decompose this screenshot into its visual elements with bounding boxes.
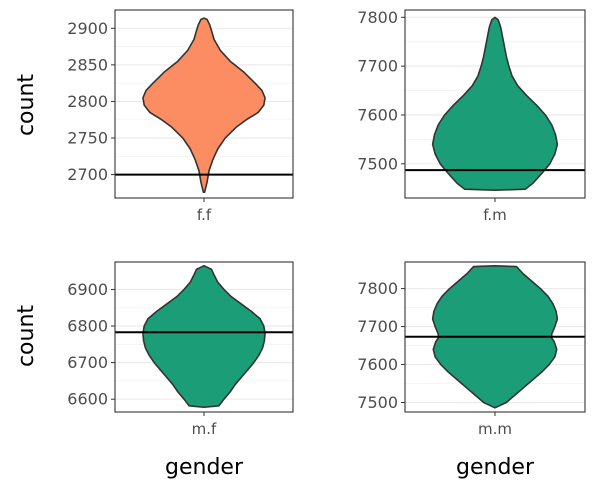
violin-f.f <box>142 17 266 193</box>
violin-m.f <box>142 264 266 409</box>
x-axis-title-right: gender <box>456 455 535 480</box>
y-tick-label: 7600 <box>357 355 398 374</box>
y-tick-label: 7500 <box>357 154 398 173</box>
y-tick-label: 6800 <box>67 317 108 336</box>
y-tick-label: 2800 <box>67 92 108 111</box>
y-tick-label: 7500 <box>357 393 398 412</box>
facet-panel-f.f: 2700 2750 2800 2850 2900 f.f <box>67 9 294 224</box>
y-tick-label: 2700 <box>67 165 108 184</box>
y-axis-title-top: count <box>14 74 39 136</box>
x-tick-label: f.m <box>483 206 507 224</box>
violin-f.m <box>431 16 559 191</box>
y-tick-label: 6600 <box>67 390 108 409</box>
y-tick-label: 7800 <box>357 279 398 298</box>
y-tick-label: 6700 <box>67 353 108 372</box>
y-tick-label: 6900 <box>67 280 108 299</box>
y-tick-label: 7700 <box>357 57 398 76</box>
x-tick-label: m.m <box>478 420 512 438</box>
y-tick-label: 2850 <box>67 55 108 74</box>
x-tick-label: m.f <box>192 420 217 438</box>
y-tick-label: 7700 <box>357 317 398 336</box>
facet-panel-m.m: 7500 7600 7700 7800 m.m <box>357 261 586 438</box>
x-tick-label: f.f <box>197 206 212 224</box>
y-axis-title-bottom: count <box>14 305 39 367</box>
y-tick-label: 2750 <box>67 129 108 148</box>
y-tick-label: 2900 <box>67 19 108 38</box>
facet-panel-f.m: 7500 7600 7700 7800 f.m <box>357 8 586 224</box>
facet-panel-m.f: 6600 6700 6800 6900 m.f <box>67 261 294 438</box>
x-axis-title-left: gender <box>165 455 244 480</box>
y-tick-label: 7800 <box>357 8 398 27</box>
y-tick-label: 7600 <box>357 105 398 124</box>
